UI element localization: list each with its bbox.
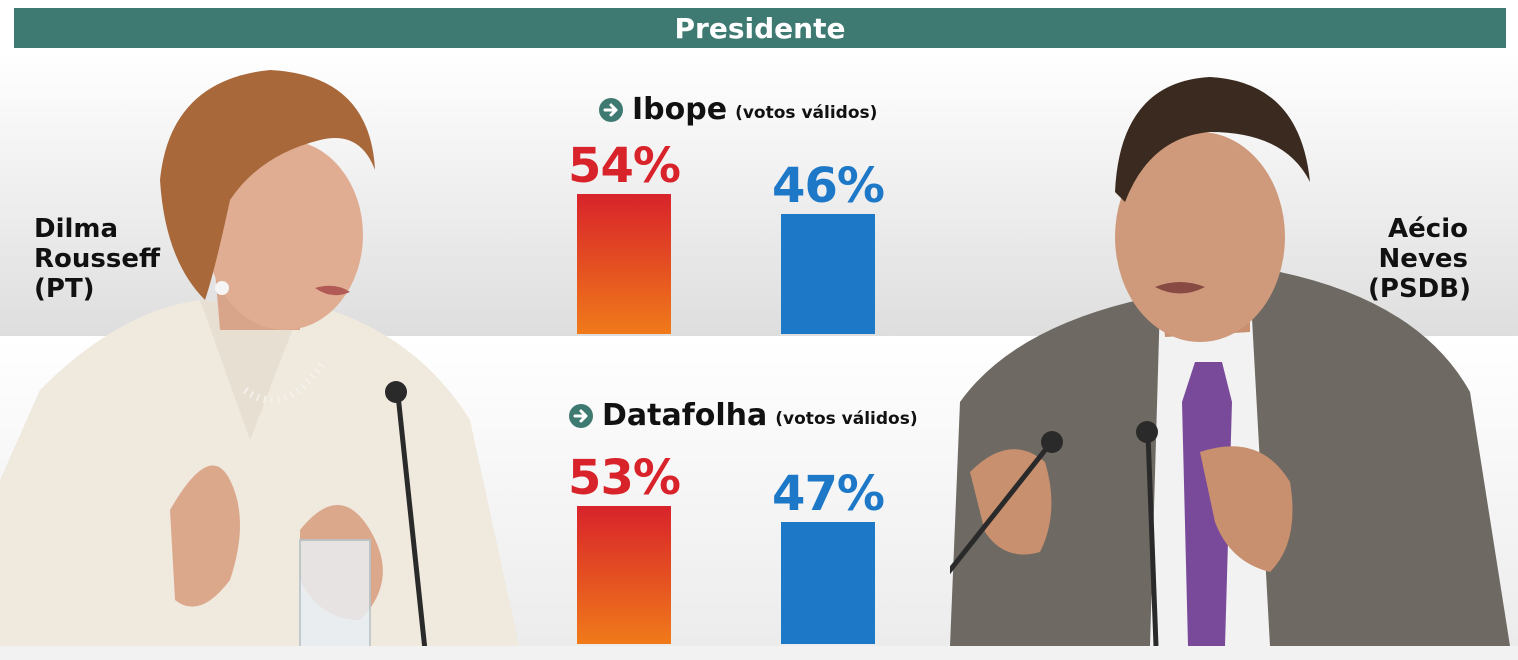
dilma-last-name: Rousseff [34, 244, 161, 274]
dilma-first-name: Dilma [34, 214, 119, 244]
aecio-photo [950, 77, 1510, 646]
header-banner: Presidente [14, 8, 1506, 48]
ibope-dilma-value: 54% [568, 137, 681, 194]
dilma-photo [0, 70, 520, 650]
datafolha-dilma-bar [577, 506, 671, 644]
aecio-last-name: Neves [1378, 244, 1468, 274]
arrow-right-icon [569, 403, 593, 428]
datafolha-note: (votos válidos) [775, 408, 918, 429]
datafolha-aecio-value: 47% [772, 465, 885, 522]
arrow-right-icon [599, 97, 623, 122]
ibope-aecio-bar [781, 214, 875, 334]
datafolha-aecio-bar [781, 521, 875, 644]
dilma-name-label: Dilma Rousseff (PT) [34, 214, 160, 304]
bottom-strip [0, 646, 1518, 660]
aecio-party: (PSDB) [1368, 274, 1471, 304]
aecio-first-name: Aécio [1388, 214, 1468, 244]
datafolha-header: Datafolha (votos válidos) [568, 398, 918, 433]
aecio-name-label: Aécio Neves (PSDB) [1368, 214, 1471, 304]
page-title: Presidente [674, 11, 846, 45]
dilma-party: (PT) [34, 274, 95, 304]
ibope-dilma-bar [577, 193, 671, 334]
datafolha-title: Datafolha [602, 398, 768, 433]
ibope-title: Ibope [632, 92, 728, 127]
ibope-aecio-value: 46% [772, 158, 885, 215]
ibope-note: (votos válidos) [735, 102, 878, 123]
datafolha-dilma-value: 53% [568, 450, 681, 507]
ibope-header: Ibope (votos válidos) [598, 92, 877, 127]
